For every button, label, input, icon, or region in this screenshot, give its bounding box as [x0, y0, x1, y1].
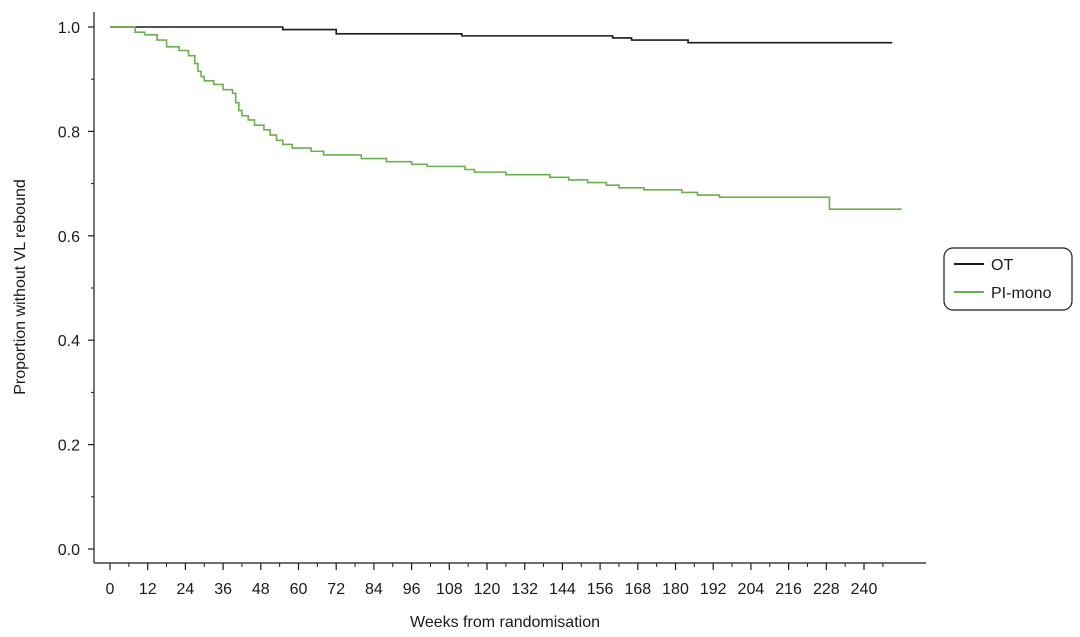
- y-tick-label: 0.2: [58, 438, 80, 455]
- x-tick-label: 228: [813, 581, 840, 598]
- x-tick-label: 72: [327, 581, 345, 598]
- y-tick-label: 0.8: [58, 124, 80, 141]
- x-tick-label: 120: [474, 581, 501, 598]
- legend-label-pi-mono: PI-mono: [991, 285, 1052, 302]
- x-tick-label: 60: [290, 581, 308, 598]
- x-tick-label: 192: [700, 581, 727, 598]
- x-tick-label: 12: [139, 581, 157, 598]
- y-tick-label: 1.0: [58, 20, 80, 37]
- y-tick-label: 0.6: [58, 229, 80, 246]
- x-tick-label: 168: [624, 581, 651, 598]
- y-tick-label: 0.0: [58, 542, 80, 559]
- series-line-ot: [110, 26, 893, 44]
- x-tick-label: 216: [775, 581, 802, 598]
- x-tick-label: 24: [177, 581, 195, 598]
- x-tick-label: 204: [738, 581, 765, 598]
- legend-label-ot: OT: [991, 257, 1013, 274]
- x-tick-label: 108: [436, 581, 463, 598]
- x-tick-label: 132: [511, 581, 538, 598]
- x-tick-label: 48: [252, 581, 270, 598]
- series-group: [110, 26, 902, 210]
- x-tick-label: 240: [851, 581, 878, 598]
- y-tick-label: 0.4: [58, 333, 80, 350]
- x-tick-label: 36: [214, 581, 232, 598]
- x-tick-label: 84: [365, 581, 383, 598]
- x-ticks: 0 12 24 36 48 60 72 84 96 108 120 132 144 156 168 180 19…: [106, 563, 884, 598]
- x-tick-label: 0: [106, 581, 115, 598]
- series-line-pi-mono: [110, 26, 902, 210]
- x-axis-title: Weeks from randomisation: [410, 614, 600, 631]
- y-ticks: 0.0 0.2 0.4 0.6 0.8 1.0: [58, 20, 94, 559]
- x-tick-label: 144: [549, 581, 576, 598]
- x-tick-label: 96: [403, 581, 421, 598]
- x-tick-label: 156: [587, 581, 614, 598]
- legend: OT PI-mono: [943, 247, 1073, 311]
- x-tick-label: 180: [662, 581, 689, 598]
- y-axis-title: Proportion without VL rebound: [12, 179, 29, 395]
